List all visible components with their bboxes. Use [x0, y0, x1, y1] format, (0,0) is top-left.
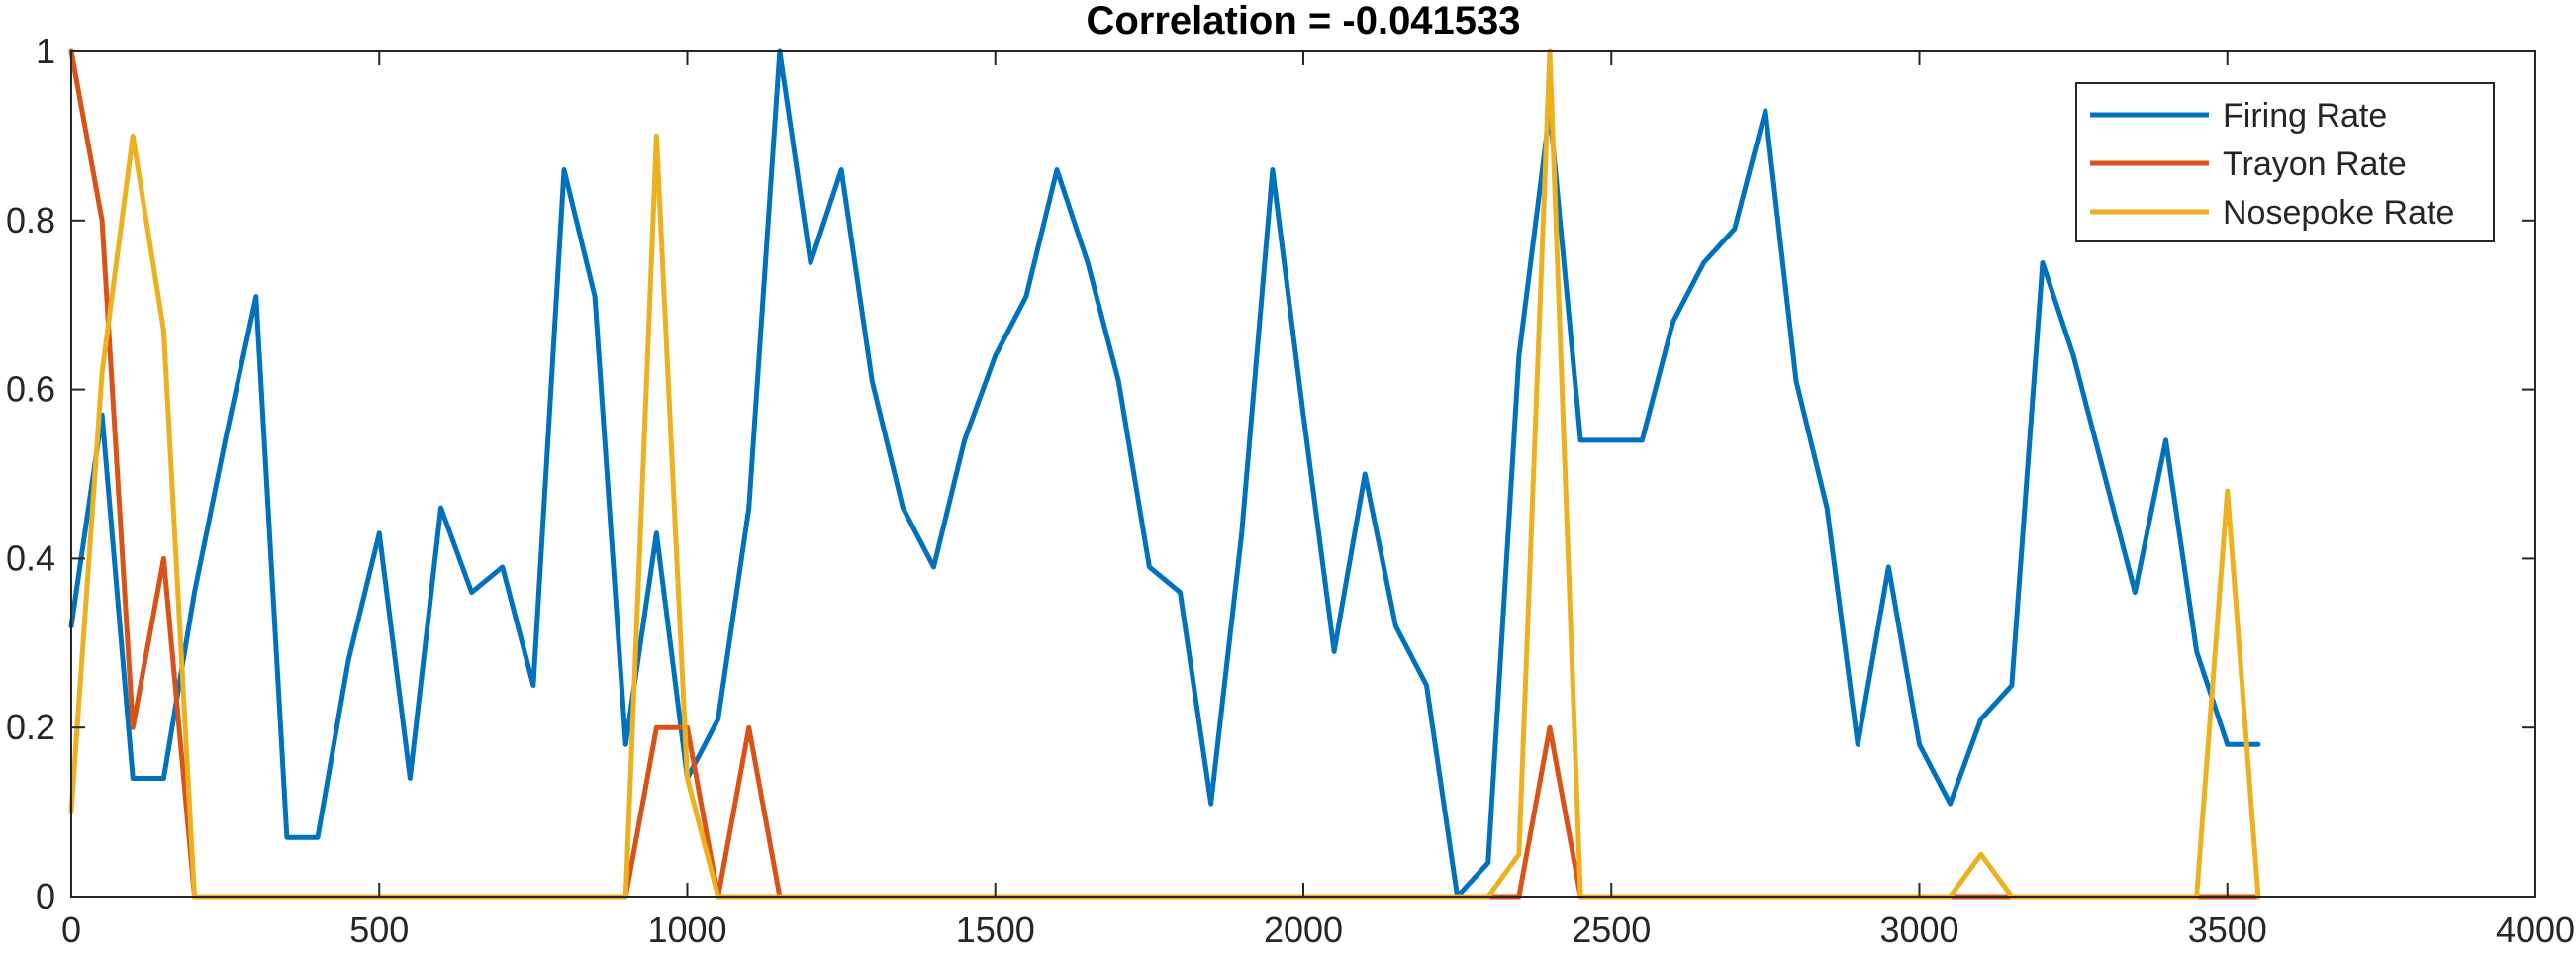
- x-tick-label: 1000: [647, 909, 726, 950]
- y-tick-label: 0.6: [6, 369, 55, 410]
- y-tick-label: 0.8: [6, 200, 55, 240]
- axis-ticks: 0 500 1000 1500 2000 2500 3000 3500 4000 0 0.2 0.4 0…: [6, 31, 2575, 950]
- x-tick-label: 500: [349, 909, 409, 950]
- y-tick-label: 0.4: [6, 537, 55, 578]
- series-line-firing-rate: [68, 48, 2261, 900]
- legend-entry-label: Nosepoke Rate: [2223, 194, 2454, 232]
- legend-entry-label: Trayon Rate: [2223, 145, 2407, 183]
- legend-entry-label: Firing Rate: [2223, 97, 2387, 135]
- y-tick-label: 1: [36, 31, 55, 71]
- y-tick-label: 0: [36, 876, 55, 916]
- x-tick-label: 1500: [956, 909, 1035, 950]
- x-tick-label: 4000: [2496, 909, 2575, 950]
- x-tick-label: 3500: [2188, 909, 2267, 950]
- chart-title: Correlation = -0.041533: [1086, 0, 1520, 43]
- x-tick-label: 2500: [1572, 909, 1651, 950]
- x-tick-label: 0: [61, 909, 81, 950]
- x-tick-label: 2000: [1264, 909, 1343, 950]
- x-tick-label: 3000: [1879, 909, 1958, 950]
- legend: Firing Rate Trayon Rate Nosepoke Rate: [2075, 82, 2495, 242]
- y-tick-label: 0.2: [6, 707, 55, 747]
